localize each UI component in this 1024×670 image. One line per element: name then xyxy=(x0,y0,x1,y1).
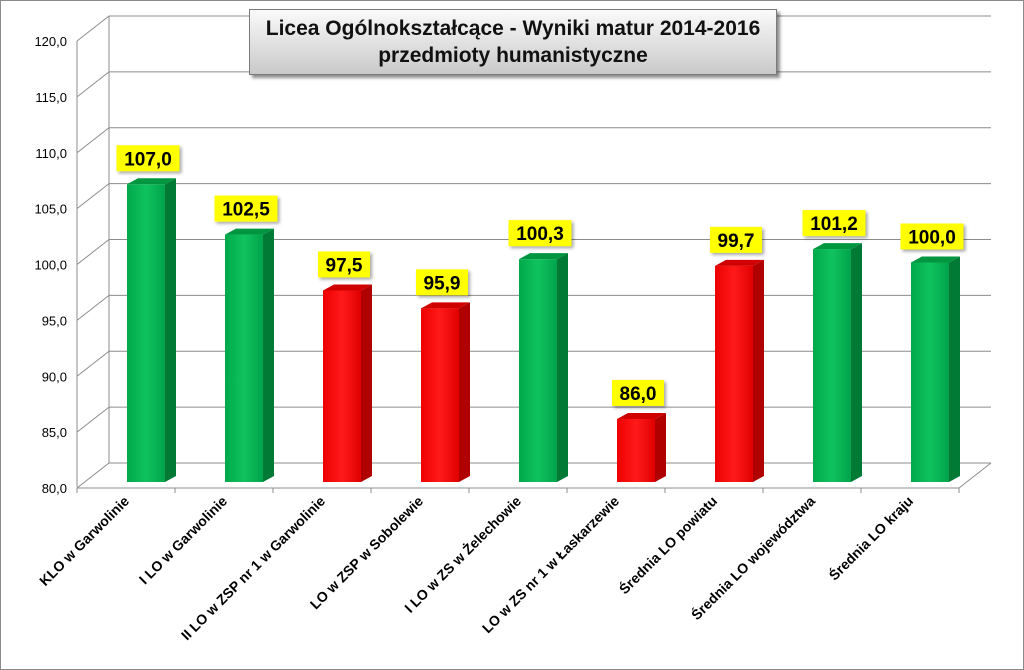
bar xyxy=(519,253,568,482)
value-label-box xyxy=(802,210,866,237)
bar-top xyxy=(225,228,274,235)
gridline-depth xyxy=(76,294,110,321)
value-label-box xyxy=(900,223,964,250)
bar xyxy=(617,412,666,482)
chart-title: Licea Ogólnokształcące - Wyniki matur 20… xyxy=(265,17,761,40)
category-label: LO w ZSP w Sobolewie xyxy=(307,493,427,613)
y-tick-label: 120,0 xyxy=(34,34,67,49)
y-tick-label: 100,0 xyxy=(34,258,67,273)
bar-side xyxy=(655,412,666,482)
bar-side xyxy=(753,259,764,482)
bar-top xyxy=(813,243,862,250)
value-label-box xyxy=(508,220,572,247)
value-label: 101,2 xyxy=(810,214,858,235)
chart-subtitle: przedmioty humanistyczne xyxy=(378,44,648,67)
category-label: Średnia LO powiatu xyxy=(615,492,720,597)
y-tick-label: 80,0 xyxy=(42,481,67,496)
bar-front xyxy=(715,265,753,482)
y-tick-label: 115,0 xyxy=(35,90,67,105)
y-tick-label: 110,0 xyxy=(35,146,67,161)
gridline-depth xyxy=(76,462,110,489)
gridline-depth xyxy=(76,406,110,433)
bar-side xyxy=(557,253,568,482)
value-label-box xyxy=(116,145,180,172)
chart-title-box: Licea Ogólnokształcące - Wyniki matur 20… xyxy=(249,9,777,75)
gridline-depth xyxy=(76,127,110,154)
bar-front xyxy=(323,290,361,482)
bar-top xyxy=(617,412,666,419)
bar xyxy=(225,228,274,482)
bar-top xyxy=(715,259,764,266)
bar xyxy=(323,284,372,482)
value-label: 86,0 xyxy=(620,384,657,405)
value-label-box xyxy=(416,269,468,296)
gridline-depth xyxy=(76,15,110,42)
value-label: 100,0 xyxy=(908,228,956,249)
bar-side xyxy=(165,178,176,482)
category-label: Średnia LO kraju xyxy=(825,492,916,583)
bar-side xyxy=(949,256,960,482)
floor-right-edge xyxy=(958,462,992,489)
y-tick-label: 85,0 xyxy=(42,425,67,440)
bar xyxy=(911,256,960,482)
bar xyxy=(421,302,470,482)
gridline-depth xyxy=(76,71,110,98)
value-label: 95,9 xyxy=(424,273,461,294)
value-label: 100,3 xyxy=(516,224,564,245)
bar-side xyxy=(851,243,862,482)
gridline-depth xyxy=(76,239,110,265)
value-label-box xyxy=(318,251,370,278)
y-tick-label: 95,0 xyxy=(42,313,67,328)
value-label-box xyxy=(710,226,762,253)
gridline-depth xyxy=(76,350,110,377)
bar-side xyxy=(459,302,470,482)
bar xyxy=(813,243,862,482)
category-label: I LO w Garwolinie xyxy=(136,493,231,588)
bar-front xyxy=(911,262,949,482)
bar-top xyxy=(323,284,372,291)
gridline-depth xyxy=(76,183,110,210)
y-tick-label: 90,0 xyxy=(42,369,67,384)
value-label: 97,5 xyxy=(326,255,363,276)
bar-top xyxy=(911,256,960,263)
value-label: 99,7 xyxy=(718,231,755,252)
bar-front xyxy=(519,259,557,482)
value-label-box xyxy=(214,195,278,222)
bar xyxy=(127,178,176,482)
bar-front xyxy=(813,249,851,482)
bar-front xyxy=(421,308,459,482)
category-label: KLO w Garwolinie xyxy=(36,493,132,589)
value-label: 102,5 xyxy=(222,200,270,221)
bar-top xyxy=(127,178,176,185)
bar-top xyxy=(519,253,568,260)
value-label: 107,0 xyxy=(124,149,172,170)
y-tick-label: 105,0 xyxy=(34,202,67,217)
bar-side xyxy=(263,228,274,482)
bar xyxy=(715,259,764,482)
bar-top xyxy=(421,302,470,309)
bar-front xyxy=(225,234,263,482)
value-label-box xyxy=(612,379,664,406)
bar-front xyxy=(127,184,165,482)
bar-side xyxy=(361,284,372,482)
bar-front xyxy=(617,418,655,482)
